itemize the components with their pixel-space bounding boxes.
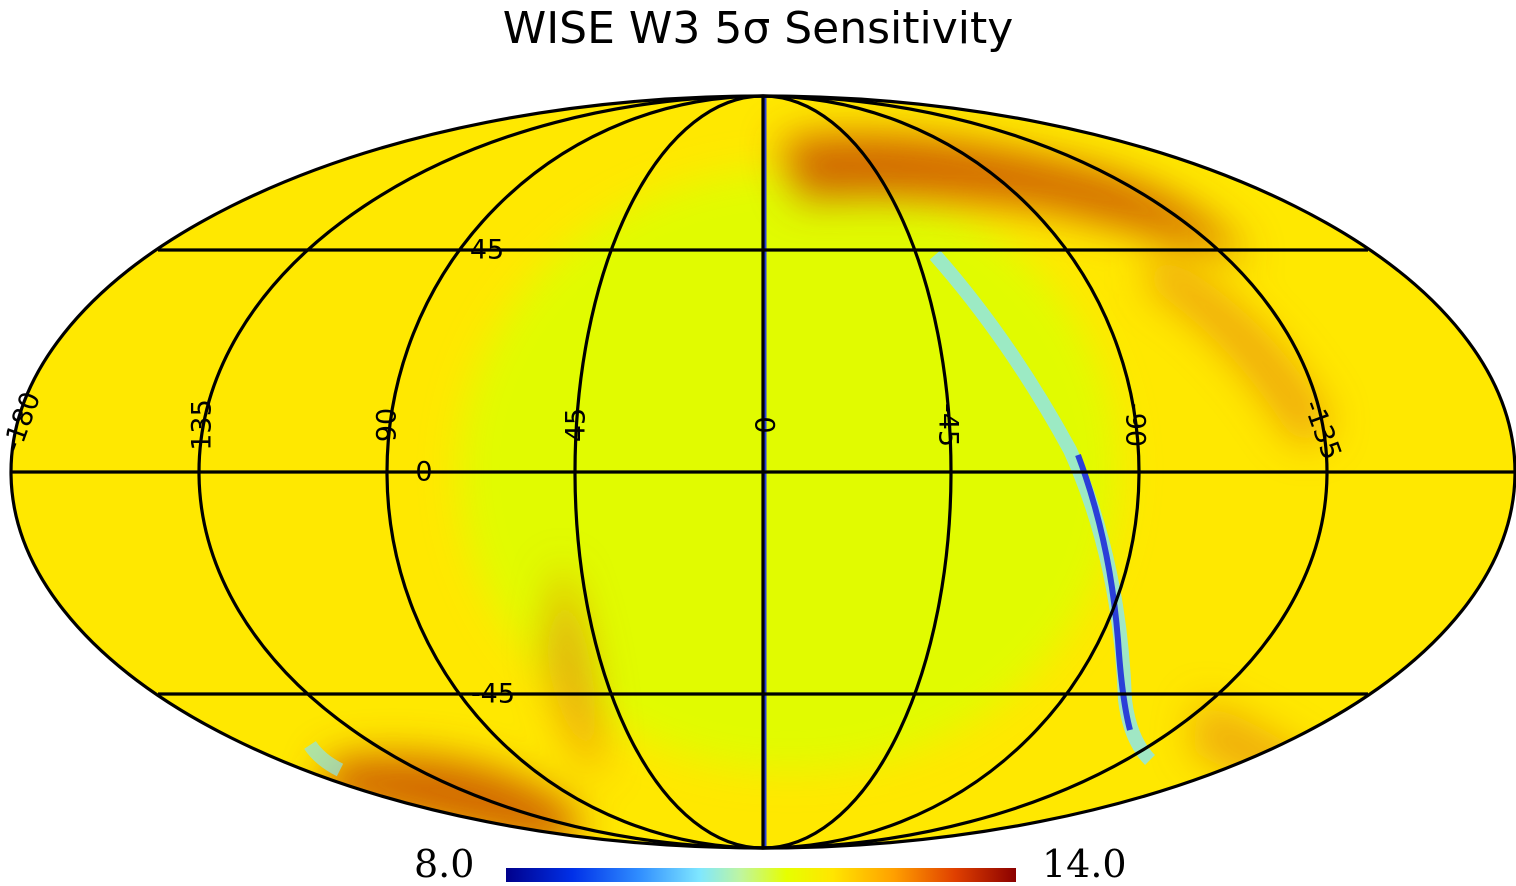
lon-label-90: 90	[372, 408, 403, 442]
lon-label-minus-90: -90	[1120, 403, 1151, 447]
ecliptic-low-region	[460, 170, 1120, 770]
lon-label-45: 45	[561, 408, 592, 442]
lon-label-minus-45: -45	[933, 403, 964, 447]
lat-label-0: 0	[415, 457, 432, 488]
graticule	[9, 94, 1516, 850]
deepest-streak	[1075, 453, 1133, 731]
lon-label-135: 135	[187, 399, 218, 451]
map-title: WISE W3 5σ Sensitivity	[502, 3, 1014, 54]
lon-label-0: 0	[749, 416, 780, 433]
lat-label-45: 45	[470, 235, 504, 266]
high-sensitivity-regions	[320, 134, 1360, 848]
colorbar-min-label: 8.0	[414, 842, 475, 886]
lat-label-minus-45: -45	[471, 679, 515, 710]
colorbar	[506, 868, 1016, 882]
colorbar-max-label: 14.0	[1042, 842, 1127, 886]
